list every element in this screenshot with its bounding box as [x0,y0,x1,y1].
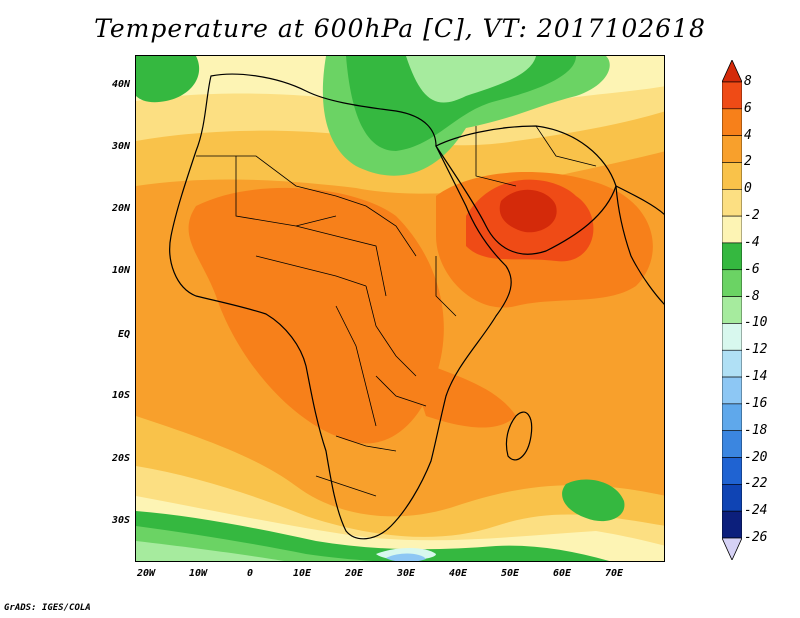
colorbar-label: -22 [744,476,768,492]
map-panel [135,55,665,562]
lon-label-0: 0 [246,568,254,579]
temperature-field [136,56,664,561]
colorbar-label: 0 [744,181,752,197]
colorbar-label: -10 [744,315,768,331]
field-neg10-to-neg8-south [136,541,285,561]
colorbar-label: -18 [744,422,768,438]
lon-label-10e: 10E [292,568,312,579]
lat-label-30n: 30N [111,141,130,152]
colorbar-band [722,403,742,432]
colorbar-label: 6 [744,100,752,116]
lat-label-10s: 10S [111,390,130,401]
lon-label-50e: 50E [500,568,520,579]
footer-credit: GrADS: IGES/COLA [4,603,91,613]
country-borders [196,125,597,497]
field-4-to-6-east [406,356,516,428]
colorbar-band [722,484,742,512]
field-neg6-to-neg4-madagascar [562,479,625,522]
colorbar-label: 8 [744,74,752,89]
field-neg4-green-nw [136,56,200,103]
colorbar-label: -26 [744,530,768,545]
colorbar-top-arrow [722,60,742,83]
coastlines [169,73,664,540]
india-coastline [615,184,664,305]
lat-label-40n: 40N [111,79,130,90]
colorbar-band [722,215,742,244]
colorbar-band [722,296,742,324]
colorbar-bottom-arrow [722,537,742,560]
colorbar-label: 4 [744,127,752,143]
lat-label-30s: 30S [111,515,130,526]
chart-title: Temperature at 600hPa [C], VT: 201710261… [94,14,706,43]
colorbar-label: -8 [744,288,760,304]
field-neg14-to-neg12-south [386,553,426,561]
colorbar-band [722,457,742,485]
lon-label-20e: 20E [344,568,364,579]
colorbar-label: -20 [744,449,768,465]
colorbar-band [722,242,742,271]
arabia-coastline [435,125,617,255]
colorbar-band [722,430,742,458]
lon-label-40e: 40E [448,568,468,579]
lon-label-30e: 30E [396,568,416,579]
lon-label-60e: 60E [552,568,572,579]
colorbar-band [722,162,742,190]
africa-coastline [169,73,512,540]
lon-label-20w: 20W [136,568,156,579]
madagascar-coastline [505,411,533,461]
lat-label-10n: 10N [111,265,130,276]
field-neg10-to-neg8-med [406,56,536,103]
colorbar-label: 2 [744,154,752,170]
colorbar-band [722,323,742,351]
colorbar-label: -6 [744,261,760,277]
colorbar-band [722,81,742,110]
colorbar-band [722,188,742,217]
colorbar-band [722,108,742,136]
lat-label-eq: EQ [117,329,130,340]
colorbar-band [722,135,742,163]
colorbar-label: -2 [744,208,760,224]
colorbar [722,60,742,560]
lat-label-20s: 20S [111,453,130,464]
colorbar-band [722,376,742,405]
colorbar-label: -4 [744,234,760,250]
colorbar-label: -14 [744,369,768,385]
field-neg6-to-neg4-med [346,56,576,151]
field-8-plus-arabia [499,189,557,233]
colorbar-label: -24 [744,503,768,519]
lon-label-70e: 70E [604,568,624,579]
colorbar-label: -12 [744,342,768,358]
colorbar-band [722,510,742,539]
lat-label-20n: 20N [111,203,130,214]
colorbar-label: -16 [744,395,768,411]
colorbar-band [722,269,742,297]
colorbar-band [722,349,742,378]
lon-label-10w: 10W [188,568,208,579]
